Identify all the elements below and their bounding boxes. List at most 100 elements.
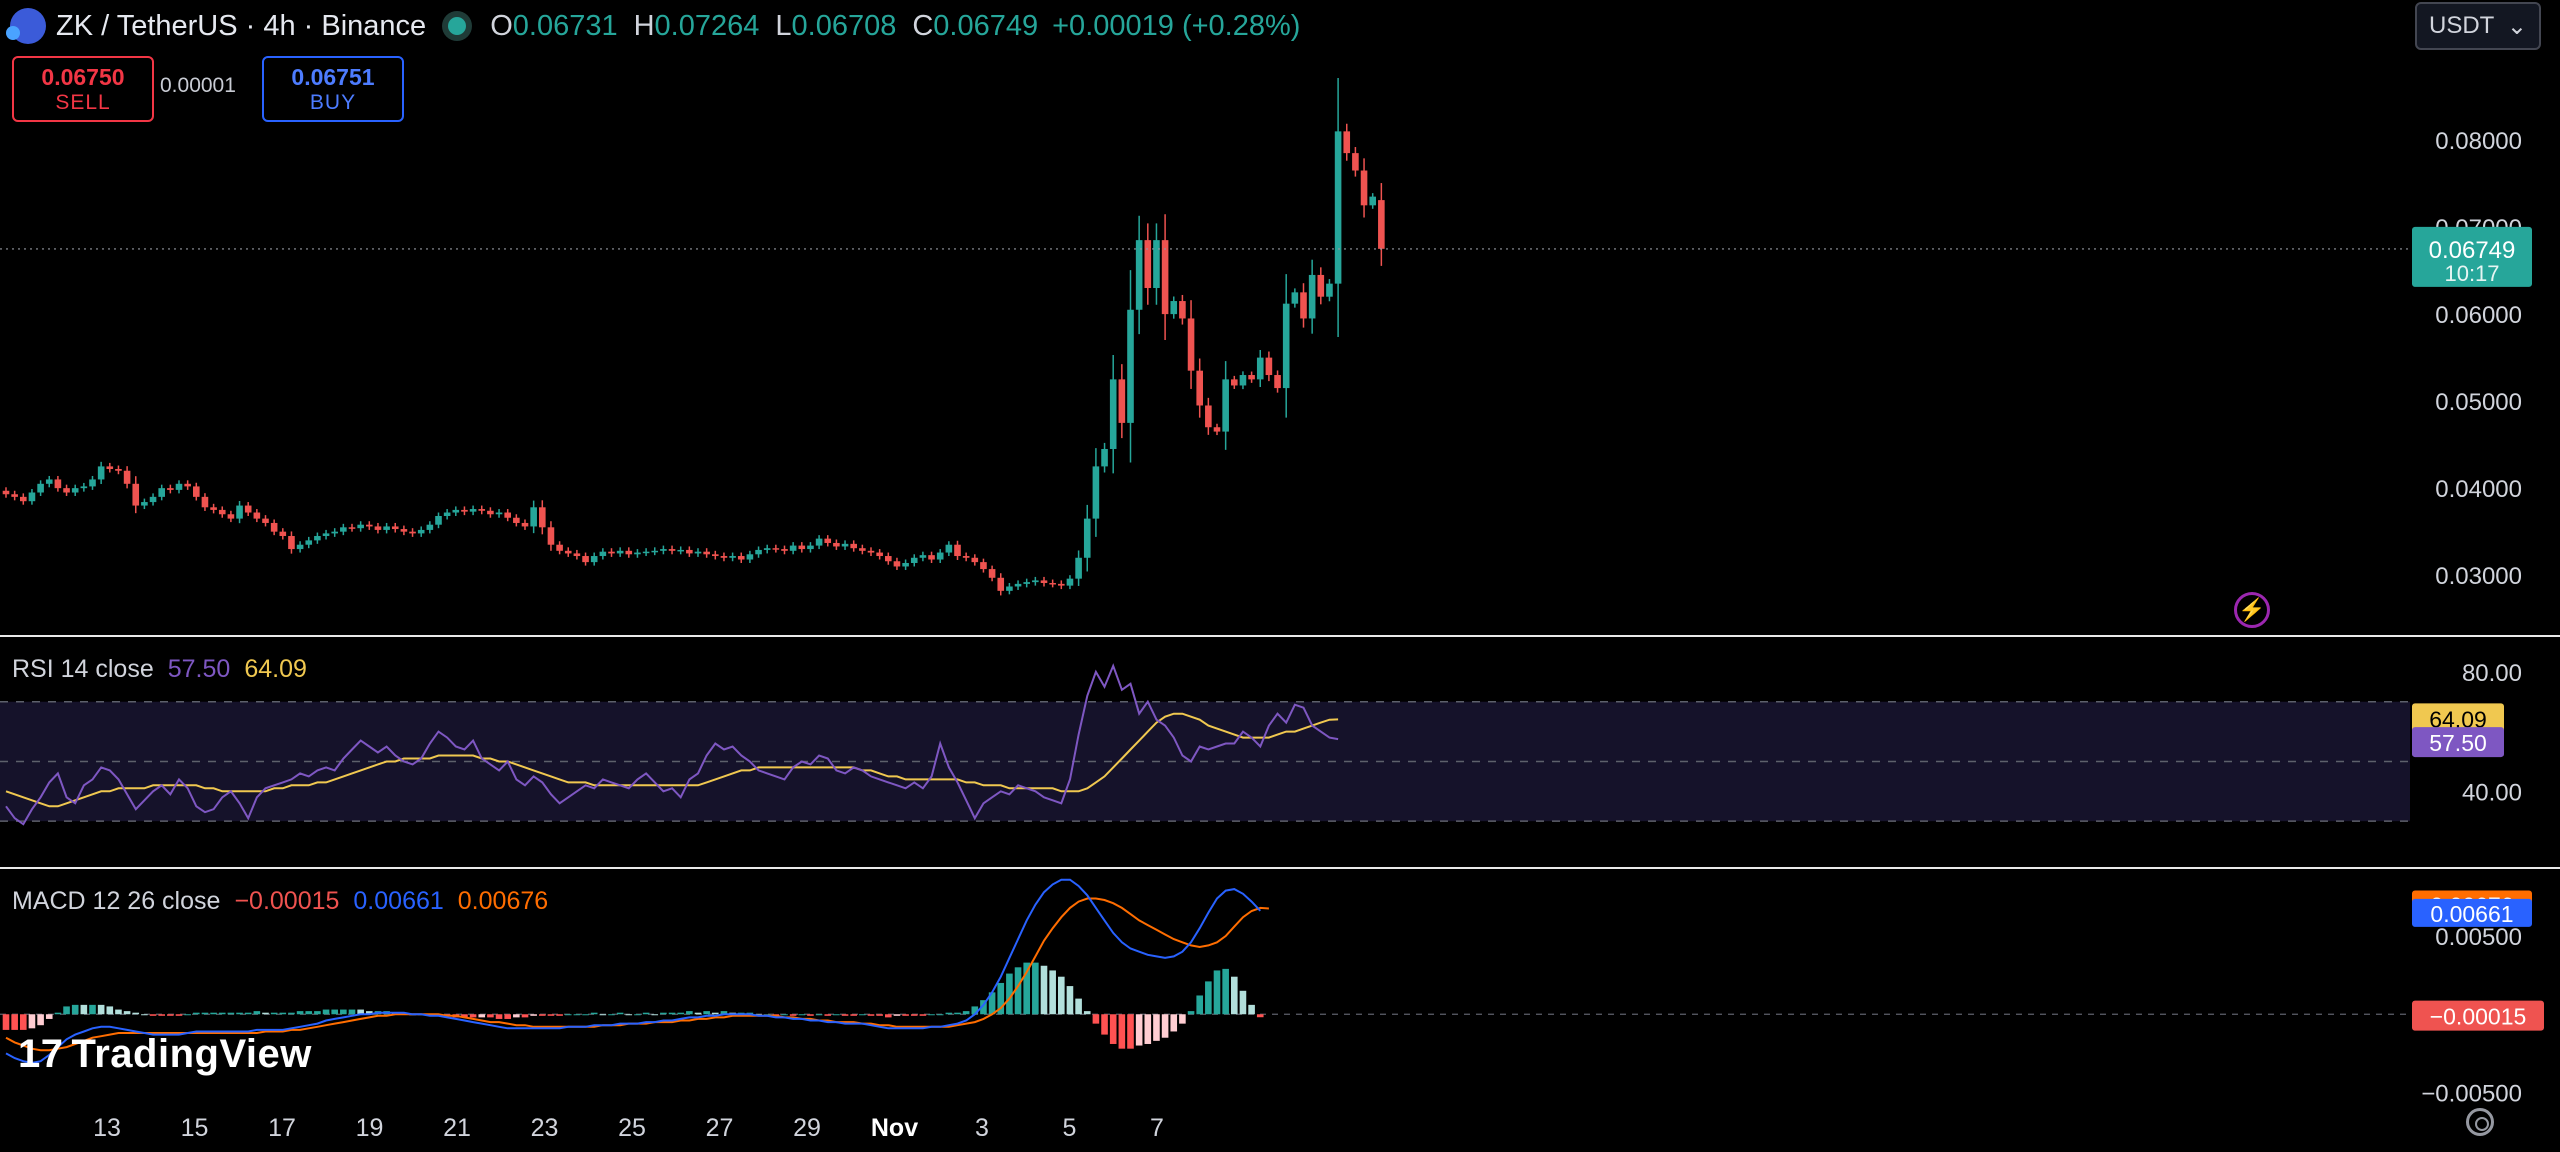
currency-select-value: USDT	[2429, 12, 2495, 39]
macd-histogram-bar	[850, 1014, 857, 1016]
candle-body	[703, 551, 710, 555]
candle-body	[1014, 583, 1022, 587]
sell-button[interactable]: 0.06750 SELL	[12, 56, 154, 122]
candle-body	[997, 577, 1005, 591]
macd-axis-tick: 0.00500	[2435, 924, 2522, 951]
macd-histogram-bar	[2, 1014, 10, 1030]
candle-body	[45, 479, 53, 484]
candle-body	[2, 490, 10, 495]
macd-histogram-bar	[227, 1012, 235, 1015]
macd-histogram-bar	[80, 1004, 88, 1015]
macd-histogram-bar	[1040, 965, 1048, 1015]
candle-body	[158, 488, 165, 497]
macd-histogram-bar	[910, 1014, 918, 1016]
candle-body	[175, 483, 183, 490]
macd-histogram-bar	[988, 992, 996, 1015]
sell-price: 0.06750	[41, 64, 125, 90]
macd-histogram-bar	[149, 1014, 157, 1016]
symbol-title[interactable]: ZK / TetherUS · 4h · Binance	[56, 9, 427, 42]
candle-body	[461, 509, 468, 512]
candle-body	[980, 562, 987, 570]
macd-histogram-bar	[634, 1014, 641, 1016]
candle-body	[1213, 427, 1221, 432]
settings-gear-icon[interactable]	[2466, 1108, 2494, 1136]
candle-body	[928, 555, 935, 560]
macd-histogram-bar	[296, 1011, 304, 1015]
macd-histogram-bar	[210, 1012, 217, 1015]
candle-body	[296, 544, 304, 550]
macd-histogram-bar	[616, 1012, 624, 1015]
candle-body	[677, 549, 684, 552]
macd-histogram-bar	[461, 1014, 468, 1018]
macd-histogram-bar	[1153, 1014, 1160, 1041]
close-label: C	[912, 9, 934, 42]
macd-histogram-bar	[1109, 1014, 1117, 1044]
candle-body	[634, 552, 641, 555]
macd-histogram-bar	[175, 1014, 183, 1016]
macd-histogram-bar	[495, 1014, 503, 1019]
candle-body	[547, 527, 555, 545]
candle-body	[11, 494, 18, 497]
macd-histogram-bar	[28, 1014, 36, 1029]
candle-body	[1378, 200, 1385, 249]
macd-histogram-bar	[668, 1012, 676, 1015]
candle-body	[876, 552, 883, 557]
candle-body	[253, 512, 261, 519]
candle-body	[694, 551, 702, 554]
open-label: O	[490, 9, 513, 42]
candle-body	[210, 507, 217, 510]
macd-histogram-bar	[357, 1009, 364, 1015]
candle-body	[141, 502, 148, 506]
candle-body	[1369, 196, 1376, 206]
candle-body	[184, 483, 191, 487]
candle-body	[1066, 578, 1074, 586]
macd-histogram-bar	[651, 1014, 659, 1016]
macd-histogram-bar	[573, 1014, 581, 1016]
last-price-label-bg	[2412, 226, 2532, 287]
candle-body	[513, 517, 520, 523]
candle-body	[755, 549, 762, 555]
candle-body	[443, 512, 451, 516]
candle-body	[1317, 274, 1325, 297]
macd-histogram-bar	[340, 1009, 347, 1015]
macd-histogram-bar	[980, 1000, 987, 1015]
macd-histogram-bar	[1205, 981, 1212, 1015]
candle-body	[815, 538, 823, 546]
macd-histogram-bar	[1144, 1014, 1152, 1044]
macd-histogram-bar	[314, 1011, 321, 1015]
macd-histogram-bar	[807, 1014, 814, 1016]
candle-body	[288, 536, 295, 550]
currency-select[interactable]: USDT ⌄	[2415, 2, 2541, 50]
rsi-line	[5, 663, 1339, 826]
candle-body	[123, 470, 131, 484]
rsi-axis-tick: 80.00	[2462, 660, 2522, 687]
buy-button[interactable]: 0.06751 BUY	[262, 56, 404, 122]
time-axis-tick: 7	[1150, 1114, 1164, 1142]
candle-body	[201, 496, 209, 508]
macd-histogram-bar	[954, 1012, 961, 1015]
candle-body	[1161, 240, 1169, 315]
macd-histogram-bar	[556, 1014, 563, 1016]
macd-histogram-bar	[521, 1014, 529, 1018]
macd-histogram-bar	[63, 1006, 70, 1015]
candle-body	[573, 553, 581, 557]
buy-label: BUY	[309, 91, 357, 114]
macd-histogram-bar	[962, 1011, 970, 1015]
macd-histogram-bar	[936, 1014, 944, 1016]
time-axis-tick: Nov	[871, 1114, 918, 1142]
candle-body	[1101, 448, 1108, 467]
time-axis-tick: 27	[706, 1114, 734, 1142]
macd-line-axis-label: 0.00661	[2430, 901, 2513, 927]
candle-body	[642, 551, 650, 554]
macd-histogram-bar	[1023, 962, 1030, 1015]
candle-body	[1274, 375, 1281, 389]
rsi-legend-value: 57.50	[167, 655, 231, 683]
candle-body	[71, 488, 79, 493]
price-axis-tick: 0.06000	[2435, 302, 2522, 329]
macd-histogram-bar	[660, 1012, 667, 1015]
candle-body	[1248, 375, 1255, 380]
lightning-icon[interactable]: ⚡	[2234, 592, 2270, 628]
candle-body	[651, 550, 659, 553]
candle-body	[521, 522, 529, 527]
